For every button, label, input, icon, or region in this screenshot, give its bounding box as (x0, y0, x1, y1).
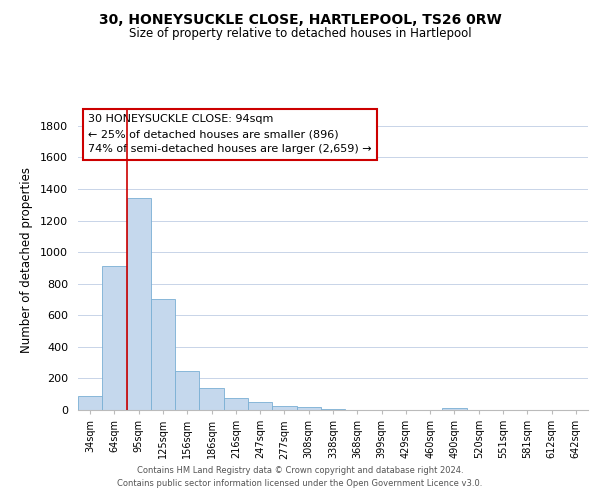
Bar (102, 266, 127, 410)
Bar (151, 300, 175, 410)
Bar (442, 408, 467, 410)
Bar (175, 372, 199, 410)
Bar (272, 406, 296, 410)
Text: 30, HONEYSUCKLE CLOSE, HARTLEPOOL, TS26 0RW: 30, HONEYSUCKLE CLOSE, HARTLEPOOL, TS26 … (98, 12, 502, 26)
Y-axis label: Number of detached properties: Number of detached properties (20, 167, 33, 353)
Bar (296, 407, 321, 410)
Text: Contains HM Land Registry data © Crown copyright and database right 2024.
Contai: Contains HM Land Registry data © Crown c… (118, 466, 482, 487)
Bar (199, 388, 224, 410)
Bar (78, 396, 102, 410)
Bar (321, 408, 345, 410)
Text: Size of property relative to detached houses in Hartlepool: Size of property relative to detached ho… (128, 28, 472, 40)
Bar (224, 398, 248, 410)
Bar (127, 198, 151, 410)
Text: 30 HONEYSUCKLE CLOSE: 94sqm
← 25% of detached houses are smaller (896)
74% of se: 30 HONEYSUCKLE CLOSE: 94sqm ← 25% of det… (88, 114, 372, 154)
Bar (248, 402, 272, 410)
